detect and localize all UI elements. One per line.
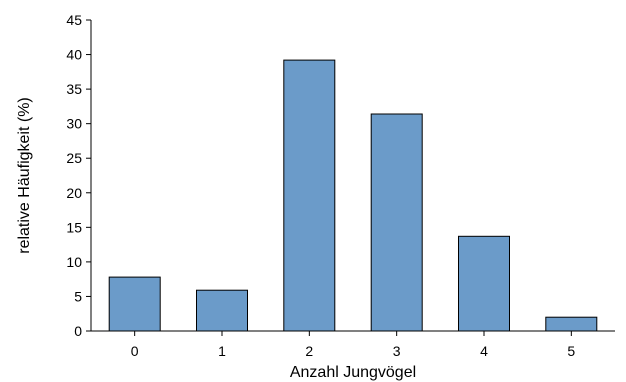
x-axis-ticks: 0 1 2 3 4 5: [131, 331, 575, 359]
x-tick-label: 4: [480, 343, 488, 359]
y-tick-label: 25: [66, 150, 82, 166]
bar-5: [545, 316, 598, 332]
y-tick-label: 20: [66, 185, 82, 201]
y-tick-label: 45: [66, 12, 82, 28]
y-tick-label: 0: [74, 323, 82, 339]
y-axis-label: relative Häufigkeit (%): [16, 97, 33, 254]
x-tick-label: 2: [305, 343, 313, 359]
bar-2: [283, 59, 336, 332]
bar-3: [370, 113, 423, 332]
x-axis-label: Anzahl Jungvögel: [290, 364, 416, 381]
y-tick-label: 40: [66, 47, 82, 63]
x-tick-label: 5: [567, 343, 575, 359]
bar-1: [196, 289, 248, 332]
y-tick-label: 15: [66, 219, 82, 235]
x-tick-label: 3: [393, 343, 401, 359]
bars: [108, 59, 598, 332]
y-tick-label: 30: [66, 116, 82, 132]
y-tick-label: 10: [66, 254, 82, 270]
bar-0: [108, 276, 161, 332]
x-tick-label: 1: [218, 343, 226, 359]
y-tick-label: 35: [66, 81, 82, 97]
y-tick-label: 5: [74, 288, 82, 304]
bar-4: [458, 235, 510, 332]
y-axis-ticks: 0 5 10 15 20 25 30 35 40 45: [66, 12, 91, 339]
x-tick-label: 0: [131, 343, 139, 359]
